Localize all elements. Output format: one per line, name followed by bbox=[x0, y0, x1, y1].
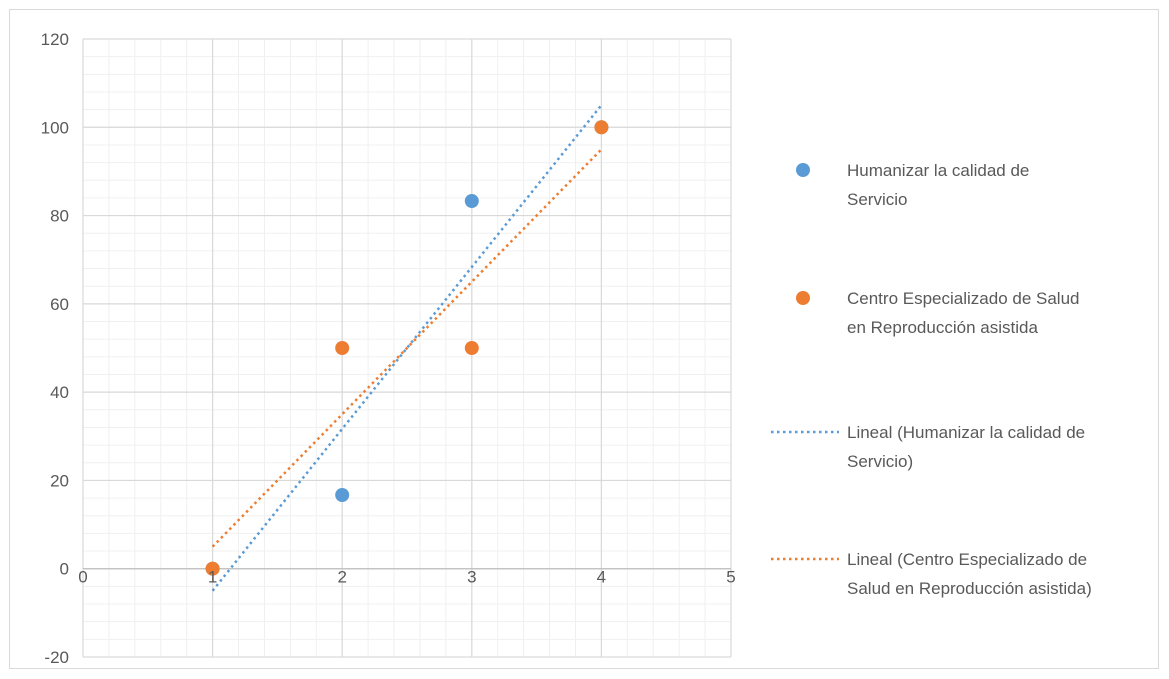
data-points bbox=[205, 120, 609, 576]
data-point[interactable] bbox=[464, 194, 479, 209]
data-point[interactable] bbox=[335, 487, 350, 502]
legend-marker bbox=[796, 291, 810, 305]
legend-label: Servicio) bbox=[847, 452, 913, 471]
x-tick-label: 3 bbox=[467, 568, 476, 587]
y-tick-label: 80 bbox=[50, 207, 69, 226]
data-point[interactable] bbox=[594, 120, 609, 135]
x-tick-label: 1 bbox=[208, 568, 217, 587]
y-tick-label: 40 bbox=[50, 383, 69, 402]
y-tick-label: 20 bbox=[50, 471, 69, 490]
legend-label: Servicio bbox=[847, 190, 907, 209]
x-tick-label: 4 bbox=[597, 568, 606, 587]
y-tick-label: 100 bbox=[41, 118, 69, 137]
y-tick-label: 60 bbox=[50, 295, 69, 314]
y-tick-label: -20 bbox=[44, 648, 69, 667]
legend-marker bbox=[796, 163, 810, 177]
trendline bbox=[211, 148, 603, 548]
data-point[interactable] bbox=[335, 341, 350, 355]
trendlines bbox=[211, 104, 603, 592]
x-tick-label: 5 bbox=[726, 568, 735, 587]
data-point[interactable] bbox=[205, 561, 220, 576]
legend: Humanizar la calidad de Servicio Centro Es… bbox=[771, 161, 1092, 598]
legend-label: Centro Especializado de Salud bbox=[847, 289, 1079, 308]
legend-label: Lineal (Humanizar la calidad de bbox=[847, 423, 1085, 442]
x-tick-label: 0 bbox=[78, 568, 87, 587]
legend-label: Humanizar la calidad de bbox=[847, 161, 1029, 180]
data-point[interactable] bbox=[464, 341, 479, 355]
legend-label: Lineal (Centro Especializado de bbox=[847, 550, 1087, 569]
major-gridlines bbox=[82, 38, 732, 658]
legend-label: en Reproducción asistida bbox=[847, 318, 1038, 337]
legend-label: Salud en Reproducción asistida) bbox=[847, 579, 1092, 598]
x-tick-label: 2 bbox=[337, 568, 346, 587]
y-tick-label: 0 bbox=[60, 560, 69, 579]
y-tick-label: 120 bbox=[41, 30, 69, 49]
trendline bbox=[211, 104, 603, 592]
y-axis-tick-labels: -20 0 20 40 60 80 100 120 bbox=[41, 30, 69, 667]
x-axis-tick-labels: 0 1 2 3 4 5 bbox=[78, 568, 735, 587]
